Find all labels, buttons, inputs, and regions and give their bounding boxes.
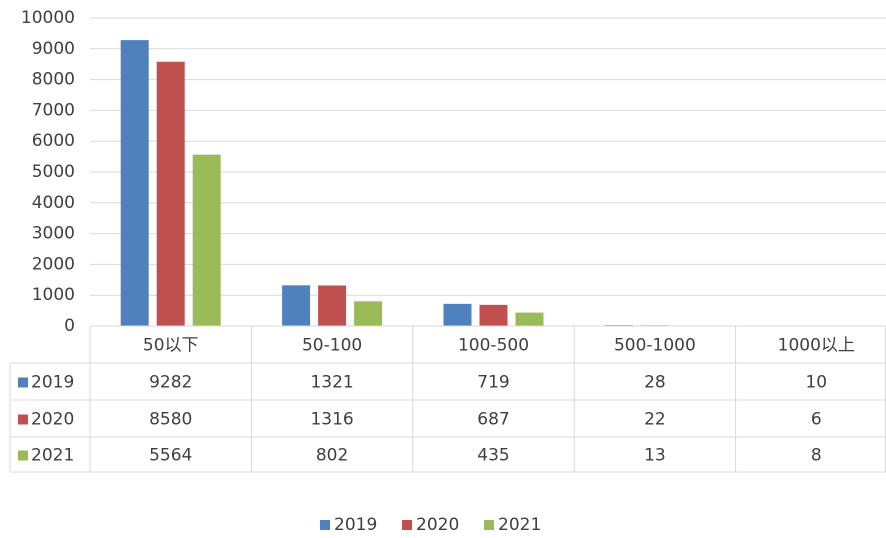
table-cell: 9282 bbox=[149, 373, 192, 393]
legend-label: 2020 bbox=[416, 515, 459, 535]
legend-key bbox=[484, 520, 494, 530]
x-tick-label: 500-1000 bbox=[614, 336, 696, 356]
table-cell: 719 bbox=[477, 373, 509, 393]
x-tick-label: 50以下 bbox=[143, 336, 199, 356]
table-cell: 802 bbox=[316, 446, 348, 466]
y-tick-label: 8000 bbox=[32, 70, 75, 90]
x-tick-label: 50-100 bbox=[302, 336, 362, 356]
bar bbox=[515, 312, 544, 326]
table-row-label: 2020 bbox=[31, 410, 74, 430]
y-tick-label: 2000 bbox=[32, 254, 75, 274]
y-tick-label: 1000 bbox=[32, 285, 75, 305]
table-cell: 22 bbox=[644, 410, 666, 430]
y-tick-label: 6000 bbox=[32, 131, 75, 151]
legend-label: 2019 bbox=[334, 515, 377, 535]
legend-label: 2021 bbox=[498, 515, 541, 535]
legend-key bbox=[402, 520, 412, 530]
table-cell: 1316 bbox=[310, 410, 353, 430]
table-legend-key bbox=[18, 414, 28, 425]
table-row-label: 2019 bbox=[31, 373, 74, 393]
table-row-label: 2021 bbox=[31, 446, 74, 466]
bar bbox=[443, 303, 472, 326]
bar bbox=[192, 154, 221, 326]
y-tick-label: 7000 bbox=[32, 100, 75, 120]
table-cell: 10 bbox=[805, 373, 827, 393]
y-tick-label: 0 bbox=[64, 316, 75, 336]
bar bbox=[354, 301, 383, 326]
x-tick-label: 1000以上 bbox=[778, 336, 855, 356]
y-tick-label: 4000 bbox=[32, 193, 75, 213]
y-tick-label: 3000 bbox=[32, 224, 75, 244]
y-tick-label: 10000 bbox=[21, 8, 75, 28]
table-legend-key bbox=[18, 377, 28, 388]
bar bbox=[120, 40, 149, 326]
bar bbox=[156, 61, 185, 327]
y-tick-label: 9000 bbox=[32, 39, 75, 59]
table-cell: 1321 bbox=[310, 373, 353, 393]
y-tick-label: 5000 bbox=[32, 162, 75, 182]
table-cell: 8580 bbox=[149, 410, 192, 430]
table-cell: 435 bbox=[477, 446, 509, 466]
table-cell: 687 bbox=[477, 410, 509, 430]
table-cell: 13 bbox=[644, 446, 666, 466]
table-cell: 28 bbox=[644, 373, 666, 393]
table-cell: 8 bbox=[811, 446, 822, 466]
bar bbox=[318, 285, 347, 326]
bar bbox=[479, 304, 508, 326]
table-cell: 5564 bbox=[149, 446, 192, 466]
table-cell: 6 bbox=[811, 410, 822, 430]
x-tick-label: 100-500 bbox=[458, 336, 529, 356]
bar bbox=[282, 285, 311, 326]
legend-key bbox=[320, 520, 330, 530]
table-legend-key bbox=[18, 450, 28, 461]
